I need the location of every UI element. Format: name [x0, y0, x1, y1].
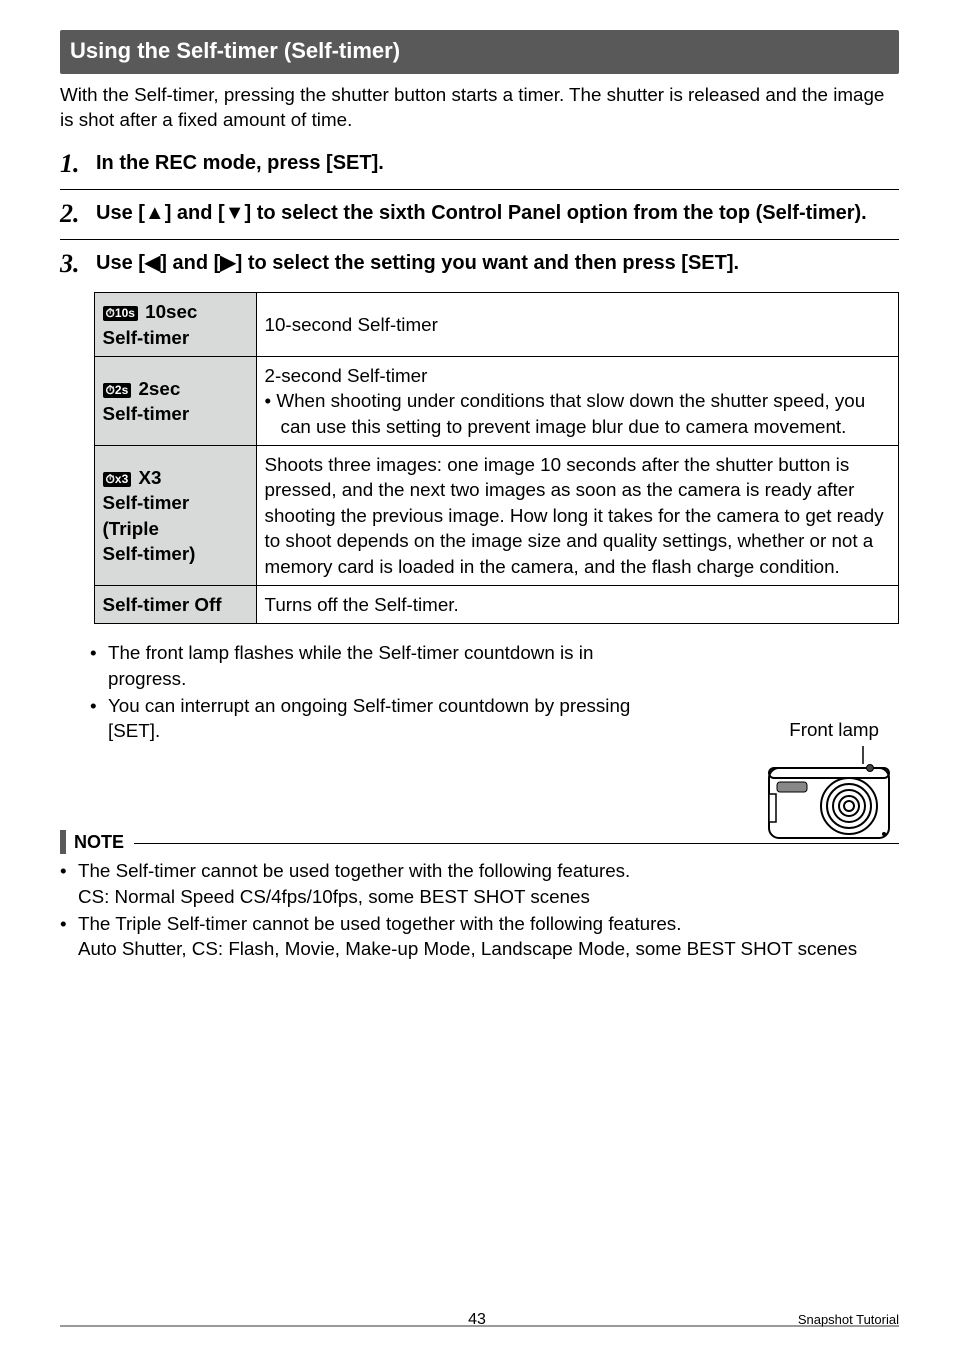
section-title-text: Using the Self-timer (Self-timer): [70, 38, 400, 63]
row-2sec-desc-line2: • When shooting under conditions that sl…: [265, 388, 890, 439]
step-3-text: Use [◀] and [▶] to select the setting yo…: [96, 250, 899, 276]
step-2: 2. Use [▲] and [▼] to select the sixth C…: [60, 200, 899, 229]
row-x3-line4: Self-timer): [103, 543, 196, 564]
row-x3-line3: (Triple: [103, 518, 159, 539]
post-bullets: The front lamp flashes while the Self-ti…: [90, 640, 660, 746]
row-2sec-line2: Self-timer: [103, 403, 190, 424]
row-2sec-line1: 2sec: [133, 378, 180, 399]
post-bullet-2: You can interrupt an ongoing Self-timer …: [90, 693, 660, 744]
note-label: NOTE: [74, 830, 124, 854]
step-divider: [60, 189, 899, 190]
row-10sec-label: ⏱10s 10sec Self-timer: [94, 293, 256, 357]
row-10sec-line2: Self-timer: [103, 327, 190, 348]
timer-x3-icon: ⏱x3: [103, 472, 132, 487]
table-row: ⏱2s 2sec Self-timer 2-second Self-timer …: [94, 356, 898, 445]
front-lamp-label: Front lamp: [759, 717, 899, 742]
row-x3-line2: Self-timer: [103, 492, 190, 513]
note-list: The Self-timer cannot be used together w…: [60, 858, 899, 962]
row-2sec-desc-line1: 2-second Self-timer: [265, 363, 890, 388]
table-row: Self-timer Off Turns off the Self-timer.: [94, 585, 898, 623]
table-row: ⏱10s 10sec Self-timer 10-second Self-tim…: [94, 293, 898, 357]
front-lamp-group: Front lamp: [759, 717, 899, 853]
note-item-1-text: The Self-timer cannot be used together w…: [78, 860, 630, 906]
timer-10s-icon: ⏱10s: [103, 306, 138, 321]
row-off-label: Self-timer Off: [94, 585, 256, 623]
intro-text: With the Self-timer, pressing the shutte…: [60, 82, 899, 133]
row-x3-desc: Shoots three images: one image 10 second…: [256, 446, 898, 586]
step-1: 1. In the REC mode, press [SET].: [60, 150, 899, 179]
row-2sec-label: ⏱2s 2sec Self-timer: [94, 356, 256, 445]
step-2-text: Use [▲] and [▼] to select the sixth Cont…: [96, 200, 899, 226]
note-item-2: The Triple Self-timer cannot be used tog…: [60, 911, 899, 962]
row-2sec-desc: 2-second Self-timer • When shooting unde…: [256, 356, 898, 445]
note-item-1: The Self-timer cannot be used together w…: [60, 858, 899, 909]
step-divider: [60, 239, 899, 240]
front-lamp-icon: [759, 746, 899, 846]
step-2-num: 2.: [60, 200, 86, 229]
row-off-desc: Turns off the Self-timer.: [256, 585, 898, 623]
row-10sec-line1: 10sec: [140, 301, 197, 322]
footer-section-title: Snapshot Tutorial: [798, 1311, 899, 1329]
row-x3-line1: X3: [133, 467, 161, 488]
post-bullet-1: The front lamp flashes while the Self-ti…: [90, 640, 660, 691]
row-10sec-desc: 10-second Self-timer: [256, 293, 898, 357]
step-1-num: 1.: [60, 150, 86, 179]
section-title-bar: Using the Self-timer (Self-timer): [60, 30, 899, 74]
note-bar-icon: [60, 830, 66, 854]
step-3-num: 3.: [60, 250, 86, 279]
note-item-2-text: The Triple Self-timer cannot be used tog…: [78, 913, 857, 959]
row-x3-label: ⏱x3 X3 Self-timer (Triple Self-timer): [94, 446, 256, 586]
timer-2s-icon: ⏱2s: [103, 383, 132, 398]
step-1-text: In the REC mode, press [SET].: [96, 150, 899, 176]
table-row: ⏱x3 X3 Self-timer (Triple Self-timer) Sh…: [94, 446, 898, 586]
self-timer-table: ⏱10s 10sec Self-timer 10-second Self-tim…: [94, 292, 899, 624]
step-3: 3. Use [◀] and [▶] to select the setting…: [60, 250, 899, 279]
